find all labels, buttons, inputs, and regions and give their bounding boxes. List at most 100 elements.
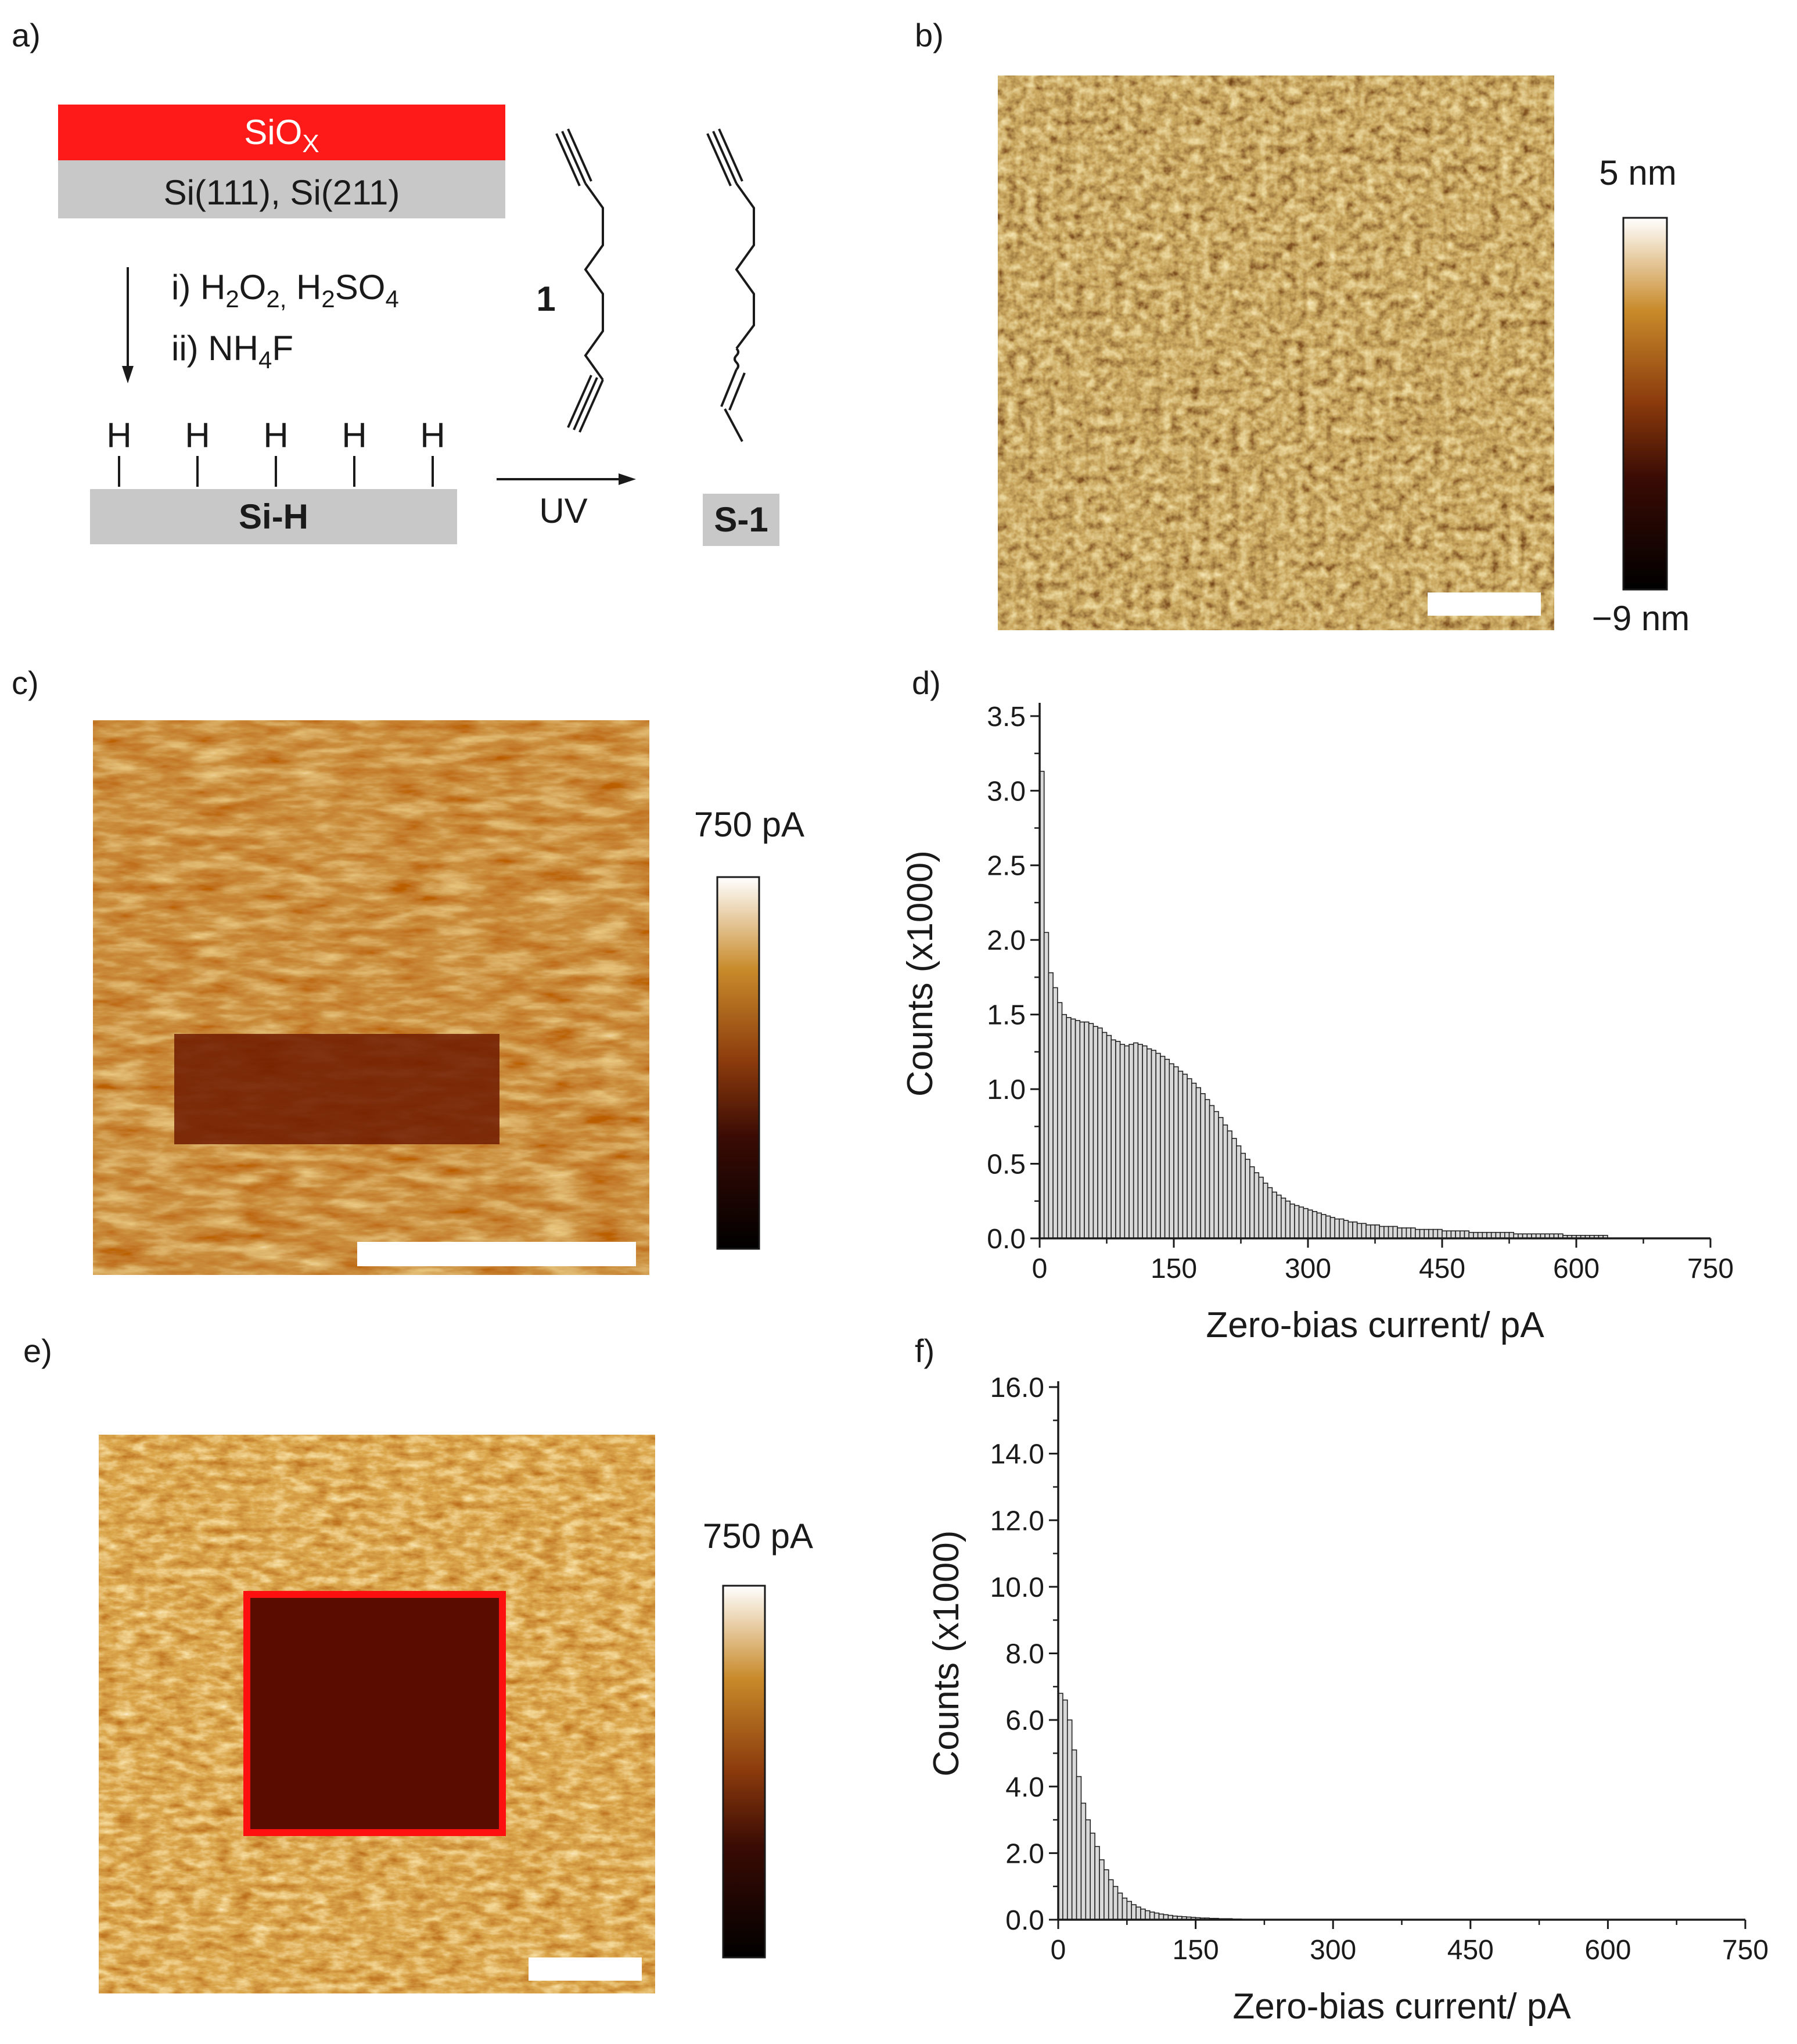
- histogram-bar: [1406, 1227, 1411, 1239]
- panel-label-e: e): [23, 1332, 52, 1369]
- y-tick-label: 14.0: [990, 1439, 1044, 1470]
- x-tick-label: 750: [1722, 1935, 1769, 1966]
- x-tick-label: 600: [1553, 1253, 1600, 1284]
- histogram-bar: [1187, 1078, 1192, 1239]
- x-tick-label: 450: [1447, 1935, 1494, 1966]
- x-axis-label: Zero-bias current/ pA: [1232, 1986, 1571, 2027]
- histogram-bar: [1209, 1105, 1215, 1239]
- histogram-bar: [1424, 1228, 1429, 1239]
- histogram-bar: [1133, 1042, 1139, 1239]
- histogram-bar: [1108, 1879, 1114, 1920]
- uv-arrow-head: [619, 473, 636, 485]
- histogram-bar: [1074, 1020, 1081, 1239]
- histogram-bar: [1298, 1206, 1304, 1239]
- colorbar-e: [722, 1585, 766, 1959]
- histogram-bar: [1227, 1130, 1232, 1239]
- histogram-bar: [1388, 1226, 1394, 1239]
- histogram-bar: [1092, 1026, 1098, 1239]
- histogram-bar: [1052, 987, 1058, 1239]
- histogram-bar: [1397, 1227, 1403, 1239]
- histogram-bar: [1455, 1230, 1461, 1239]
- histogram-bar: [1205, 1099, 1210, 1239]
- histogram-bar: [1383, 1226, 1389, 1239]
- h-atom: H: [185, 416, 210, 455]
- histogram-bar: [1115, 1041, 1121, 1239]
- compound-1-structure: [555, 128, 604, 433]
- current-map-c: [93, 720, 649, 1275]
- histogram-bar: [1307, 1209, 1313, 1239]
- x-tick-label: 150: [1151, 1253, 1197, 1284]
- histogram-bar: [1356, 1223, 1363, 1239]
- histogram-bar: [1450, 1230, 1456, 1239]
- y-axis-label: Counts (x1000): [926, 1531, 966, 1777]
- si-h-bonds: [118, 456, 434, 487]
- sio-layer: [58, 105, 505, 160]
- histogram-bar: [1347, 1221, 1353, 1239]
- histogram-bar: [1281, 1197, 1286, 1239]
- scale-bar-c: [357, 1242, 636, 1266]
- h-atom: H: [420, 416, 445, 455]
- histogram-bar: [1043, 932, 1050, 1239]
- panel-label-c: c): [12, 664, 39, 701]
- si-substrate-label: Si(111), Si(211): [164, 173, 400, 212]
- y-tick-label: 1.5: [987, 1000, 1026, 1031]
- y-tick-label: 4.0: [1005, 1772, 1044, 1803]
- histogram-bar: [1267, 1187, 1273, 1239]
- histogram-bar: [1102, 1032, 1108, 1239]
- x-tick-label: 300: [1310, 1935, 1356, 1966]
- histogram-bar: [1088, 1023, 1094, 1239]
- histogram-bar: [1173, 1066, 1179, 1239]
- step-1-label: i) H2O2, H2SO4: [171, 268, 399, 312]
- histogram-bar: [1076, 1776, 1082, 1920]
- histogram-bar: [1057, 1002, 1063, 1239]
- histogram-bar: [1104, 1869, 1109, 1920]
- histogram-bar: [1142, 1045, 1148, 1239]
- y-tick-label: 12.0: [990, 1506, 1044, 1536]
- colorbar-b-min: −9 nm: [1592, 599, 1690, 638]
- histogram-bar: [1446, 1230, 1452, 1239]
- histogram-bar: [1164, 1058, 1170, 1239]
- histogram-bar: [1200, 1093, 1206, 1239]
- histogram-bar: [1147, 1048, 1152, 1239]
- x-tick-label: 0: [1032, 1253, 1048, 1284]
- y-tick-label: 8.0: [1005, 1639, 1044, 1670]
- histogram-bar: [1155, 1052, 1161, 1239]
- histogram-bar: [1151, 1050, 1156, 1239]
- histogram-bar: [1131, 1904, 1137, 1920]
- histogram-bar: [1071, 1749, 1077, 1920]
- afm-topography-image: [998, 76, 1554, 630]
- histogram-d: 0 150 300 450 600 750 0.0 0.5 1.0 1.5 2.0 2.5 3.0 3.5…: [900, 702, 1734, 1345]
- y-tick-label: 6.0: [1005, 1705, 1044, 1736]
- histogram-bar: [1137, 1044, 1143, 1239]
- histogram-bar: [1128, 1044, 1134, 1239]
- colorbar-b: [1622, 217, 1668, 591]
- panel-label-f: f): [915, 1332, 935, 1369]
- y-tick-label: 0.0: [1005, 1905, 1044, 1936]
- histogram-bar: [1361, 1223, 1367, 1239]
- sio-label: SiOX: [244, 113, 319, 158]
- histogram-bar: [1140, 1908, 1146, 1920]
- histogram-bar: [1442, 1230, 1447, 1239]
- histogram-bar: [1112, 1885, 1119, 1920]
- histogram-bar: [1079, 1021, 1085, 1239]
- histogram-bar: [1094, 1846, 1100, 1920]
- histogram-bar: [1316, 1212, 1322, 1239]
- histogram-bar: [1285, 1200, 1291, 1239]
- y-tick-label: 2.5: [987, 851, 1026, 882]
- histogram-bar: [1240, 1152, 1246, 1239]
- histogram-bar: [1066, 1016, 1072, 1239]
- step-2-label: ii) NH4F: [171, 329, 293, 373]
- histogram-bar: [1311, 1210, 1318, 1239]
- si-substrate: [58, 160, 505, 218]
- h-atom: H: [263, 416, 288, 455]
- histogram-bar: [1303, 1208, 1309, 1239]
- y-tick-label: 2.0: [987, 925, 1026, 956]
- histogram-bar: [1289, 1204, 1295, 1239]
- histogram-bar: [1321, 1214, 1327, 1239]
- histogram-bar: [1160, 1055, 1166, 1239]
- histogram-bar: [1379, 1226, 1385, 1239]
- histogram-bar: [1182, 1073, 1188, 1239]
- histogram-bar: [1085, 1819, 1091, 1920]
- histogram-bar: [1080, 1802, 1087, 1920]
- h-atom: H: [342, 416, 366, 455]
